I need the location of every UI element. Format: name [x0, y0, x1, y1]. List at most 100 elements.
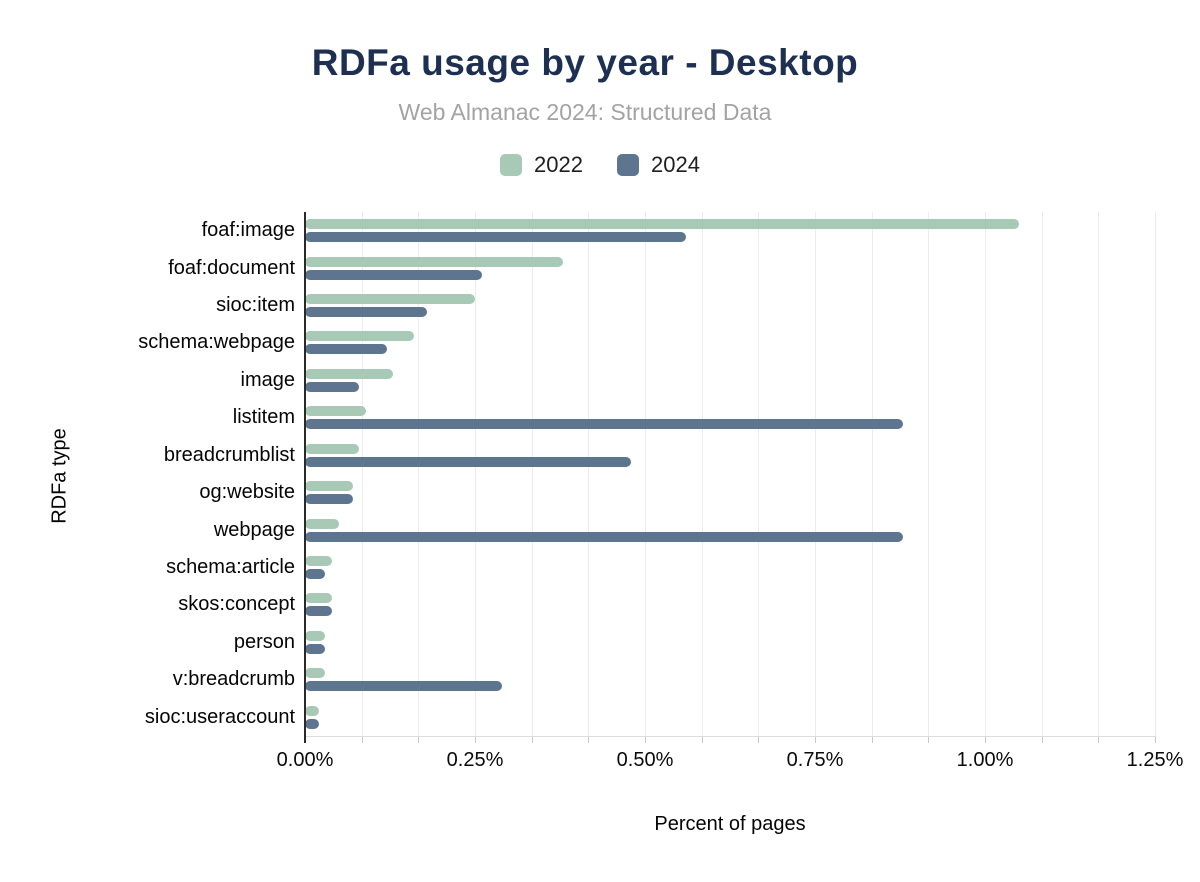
x-tick-label: 0.75%: [786, 749, 844, 771]
gridline: [645, 212, 646, 736]
bar-rows: [305, 212, 1155, 736]
category-label: foaf:document: [168, 256, 295, 279]
category-label: sioc:useraccount: [144, 705, 295, 728]
category-labels: foaf:image foaf:document sioc:item schema:w…: [0, 212, 305, 736]
bar-2022: [305, 294, 475, 305]
bar-2022: [305, 256, 564, 267]
gridline: [475, 212, 476, 736]
bar-2024: [305, 344, 387, 355]
bar-group-og-website: [305, 474, 1155, 511]
bar-2022: [305, 331, 414, 342]
x-axis-tick: [871, 737, 873, 743]
x-axis-tick: [701, 737, 703, 743]
bar-2024: [305, 569, 326, 579]
category-label: listitem: [232, 406, 295, 429]
bar-2024: [305, 419, 904, 430]
chart-subtitle: Web Almanac 2024: Structured Data: [398, 99, 772, 125]
gridline: [588, 212, 590, 736]
x-axis-tick: [531, 737, 533, 743]
x-axis-tick: [588, 737, 590, 743]
category-label: image: [240, 368, 295, 391]
bar-2024: [305, 643, 326, 654]
category-label: foaf:image: [201, 219, 295, 242]
bar-group-listitem: [305, 399, 1155, 436]
category-label: webpage: [213, 518, 295, 541]
legend-item-2022[interactable]: 2022: [500, 152, 583, 178]
category-label: og:website: [199, 481, 295, 504]
category-label: person: [233, 630, 295, 653]
gridline: [1098, 212, 1100, 736]
bar-group-sioc-item: [305, 287, 1155, 324]
category-label: schema:webpage: [138, 331, 295, 354]
bar-group-foaf-image: [305, 212, 1155, 249]
x-axis-tick: [1155, 737, 1156, 743]
gridline: [361, 212, 363, 736]
bar-group-image: [305, 362, 1155, 399]
legend-item-2024[interactable]: 2024: [617, 152, 700, 178]
gridline: [985, 212, 986, 736]
bar-group-v-breadcrumb: [305, 661, 1155, 698]
x-tick-label: 0.00%: [276, 749, 334, 771]
legend-label-2022: 2022: [534, 152, 583, 177]
bar-2022: [305, 668, 326, 679]
bar-2022: [305, 705, 319, 716]
legend-swatch-2024: [617, 154, 639, 176]
bar-2022: [305, 406, 367, 417]
bar-2022: [305, 368, 394, 379]
legend: 2022 2024: [0, 152, 1200, 178]
bar-2022: [305, 443, 360, 454]
bar-group-foaf-document: [305, 249, 1155, 286]
x-axis-tick: [361, 737, 363, 743]
x-axis-title: Percent of pages: [654, 813, 806, 835]
x-tick-labels: 0.00% 0.25% 0.50% 0.75% 1.00% 1.25%: [277, 749, 1184, 775]
bar-2022: [305, 219, 1019, 230]
category-label: skos:concept: [178, 593, 295, 616]
x-tick-label: 1.25%: [1126, 749, 1184, 771]
gridline: [758, 212, 760, 736]
bar-2024: [305, 606, 333, 617]
bar-2024: [305, 381, 360, 392]
bar-group-webpage: [305, 511, 1155, 548]
legend-label-2024: 2024: [651, 152, 700, 177]
bar-2022: [305, 518, 339, 529]
category-label: v:breadcrumb: [172, 668, 295, 691]
bar-2024: [305, 307, 428, 318]
gridline: [871, 212, 873, 736]
gridline: [701, 212, 703, 736]
bar-group-schema-article: [305, 549, 1155, 586]
category-label: sioc:item: [216, 294, 295, 317]
x-axis-tick: [475, 737, 476, 743]
bar-2022: [305, 593, 333, 604]
bar-group-skos-concept: [305, 586, 1155, 623]
y-axis-line: [304, 212, 306, 743]
x-axis-tick: [1098, 737, 1100, 743]
plot-area: [305, 212, 1156, 736]
gridline: [1155, 212, 1156, 736]
category-label: breadcrumblist: [163, 443, 295, 466]
bar-2024: [305, 232, 686, 243]
chart-title: RDFa usage by year - Desktop: [311, 42, 859, 83]
bar-2024: [305, 681, 503, 692]
x-axis-tick: [418, 737, 420, 743]
x-tick-label: 0.25%: [446, 749, 504, 771]
x-tick-label: 0.50%: [616, 749, 674, 771]
bar-group-breadcrumblist: [305, 437, 1155, 474]
bar-group-sioc-useraccount: [305, 698, 1155, 735]
bar-2022: [305, 481, 353, 492]
gridline: [928, 212, 930, 736]
legend-swatch-2022: [500, 154, 523, 176]
x-axis-tick: [985, 737, 986, 743]
gridline: [531, 212, 533, 736]
x-axis-tick: [928, 737, 930, 743]
x-axis-baseline: [305, 736, 1156, 737]
bar-2022: [305, 556, 333, 566]
x-axis-tick: [815, 737, 816, 743]
x-tick-label: 1.00%: [956, 749, 1014, 771]
x-axis-tick: [645, 737, 646, 743]
bar-2024: [305, 718, 319, 729]
category-label: schema:article: [166, 556, 295, 578]
x-axis-tick: [758, 737, 760, 743]
bar-2022: [305, 630, 326, 641]
gridline: [815, 212, 816, 736]
bar-2024: [305, 531, 904, 542]
